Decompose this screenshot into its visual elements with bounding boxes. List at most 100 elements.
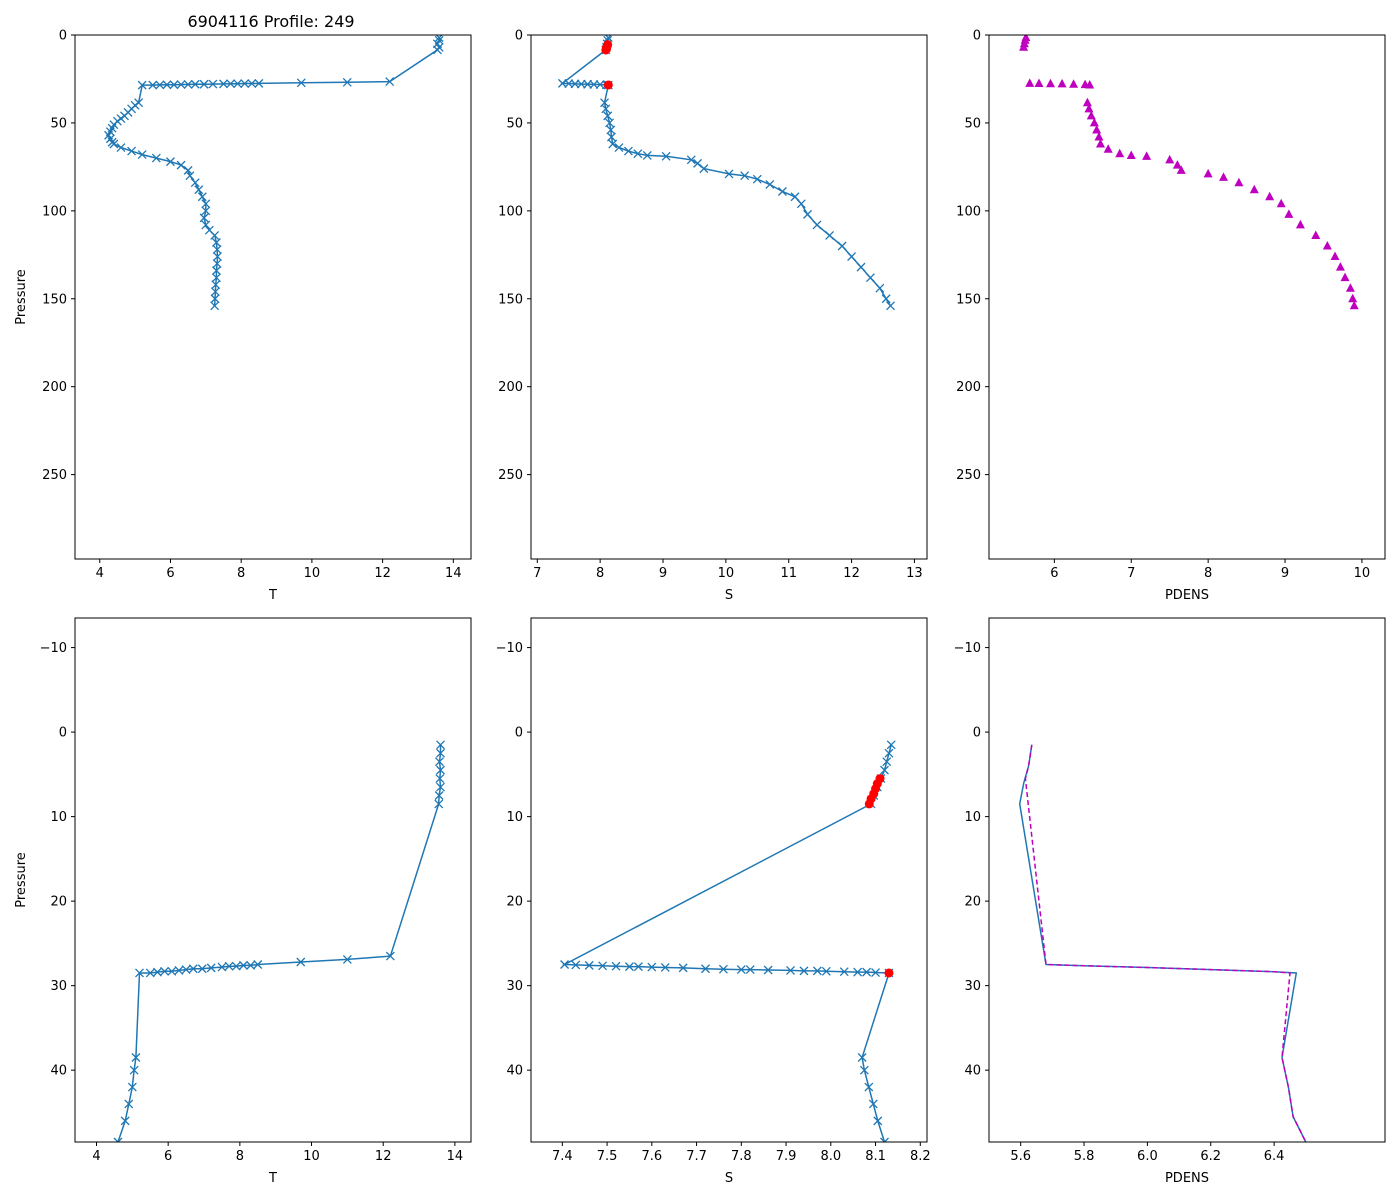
x-tick-label: 13 — [906, 566, 923, 581]
x-axis-label: S — [725, 1171, 733, 1186]
subplot-bottom-PDENS: 5.6 5.8 6.0 6.2 6.4 −10 0 10 20 30 40 PDENS — [954, 617, 1386, 1186]
data-point — [109, 139, 119, 149]
x-tick-label: 12 — [843, 566, 860, 581]
plot-area — [113, 740, 445, 1142]
y-tick-label: 100 — [498, 204, 523, 219]
data-point — [183, 79, 193, 89]
data-point — [1335, 262, 1345, 271]
data-point — [724, 169, 734, 179]
y-axis-label: Pressure — [14, 852, 29, 908]
data-point — [1092, 124, 1102, 134]
data-point — [342, 77, 352, 87]
x-axis-label: S — [725, 588, 733, 603]
data-point — [210, 294, 220, 304]
axes-frame — [988, 617, 1386, 1143]
x-tick-label: 10 — [1354, 566, 1371, 581]
data-point — [201, 206, 211, 216]
data-point — [181, 965, 191, 975]
subplot-top-S: 7 8 9 10 11 12 13 0 50 100 150 200 250 S — [498, 29, 928, 603]
data-point — [436, 765, 445, 775]
data-point — [137, 150, 147, 160]
data-point — [116, 143, 126, 152]
series-pdens-overlay- — [1024, 744, 1307, 1142]
data-point — [1265, 191, 1275, 201]
y-tick-label: 250 — [42, 468, 67, 483]
data-point — [113, 1137, 123, 1142]
data-point — [1172, 160, 1182, 169]
series-s-flagged — [601, 40, 613, 90]
data-point — [212, 245, 222, 254]
data-point — [699, 164, 709, 174]
plot-area — [560, 740, 896, 1142]
data-point — [131, 1053, 141, 1062]
data-point — [608, 139, 618, 149]
series-pdens — [1019, 35, 1359, 310]
y-tick-label: 10 — [50, 810, 67, 825]
y-tick-label: 100 — [42, 204, 67, 219]
y-tick-label: 30 — [506, 979, 523, 994]
x-tick-label: 11 — [780, 566, 797, 581]
data-point — [853, 967, 863, 977]
x-tick-label: 6.2 — [1200, 1149, 1221, 1164]
x-axis-label: T — [268, 588, 277, 603]
data-point — [1203, 168, 1213, 178]
y-tick-label: 50 — [50, 116, 67, 131]
data-point — [803, 209, 813, 219]
data-point — [881, 294, 891, 304]
x-axis-label: T — [268, 1171, 277, 1186]
x-tick-label: 6 — [164, 1149, 172, 1164]
x-axis-label: PDENS — [1165, 1171, 1209, 1186]
data-point — [210, 301, 220, 311]
x-tick-label: 9 — [659, 566, 667, 581]
data-point — [661, 151, 671, 161]
data-point — [247, 79, 257, 88]
data-point — [211, 266, 221, 276]
data-point — [1103, 144, 1113, 153]
y-tick-label: −10 — [40, 641, 67, 656]
data-point — [865, 273, 875, 283]
y-tick-label: 40 — [506, 1064, 523, 1079]
data-point — [199, 79, 209, 89]
data-point — [606, 125, 616, 135]
data-point — [560, 960, 570, 969]
plot-area — [1018, 744, 1307, 1142]
y-tick-label: 100 — [956, 204, 981, 219]
data-point — [211, 238, 221, 247]
y-tick-label: 10 — [506, 810, 523, 825]
figure-title: 6904116 Profile: 249 — [187, 12, 354, 31]
axes-frame — [74, 617, 472, 1143]
data-point — [847, 252, 857, 262]
data-point — [752, 174, 762, 184]
x-tick-label: 5.8 — [1074, 1149, 1095, 1164]
data-point — [253, 960, 263, 969]
data-point — [120, 1116, 130, 1126]
data-point — [603, 111, 613, 121]
y-tick-label: 250 — [956, 468, 981, 483]
y-tick-label: 250 — [498, 468, 523, 483]
y-tick-label: 40 — [50, 1064, 67, 1079]
data-point — [1249, 184, 1259, 194]
data-point — [185, 171, 195, 181]
data-point — [342, 954, 352, 964]
axes-frame — [530, 617, 928, 1143]
data-point — [166, 157, 175, 167]
data-point — [1276, 198, 1286, 208]
data-point — [254, 78, 264, 88]
x-tick-label: 7.9 — [776, 1149, 797, 1164]
data-point — [777, 187, 787, 196]
data-point — [686, 155, 696, 165]
data-point — [882, 757, 892, 767]
data-point — [246, 960, 256, 970]
data-point — [199, 213, 209, 223]
x-tick-label: 8.0 — [820, 1149, 841, 1164]
x-tick-label: 7.8 — [731, 1149, 752, 1164]
data-point — [148, 80, 158, 90]
data-point — [385, 951, 395, 961]
data-point — [1069, 79, 1079, 88]
series-line — [1024, 744, 1307, 1142]
data-point — [1095, 139, 1105, 148]
data-point — [135, 968, 144, 978]
